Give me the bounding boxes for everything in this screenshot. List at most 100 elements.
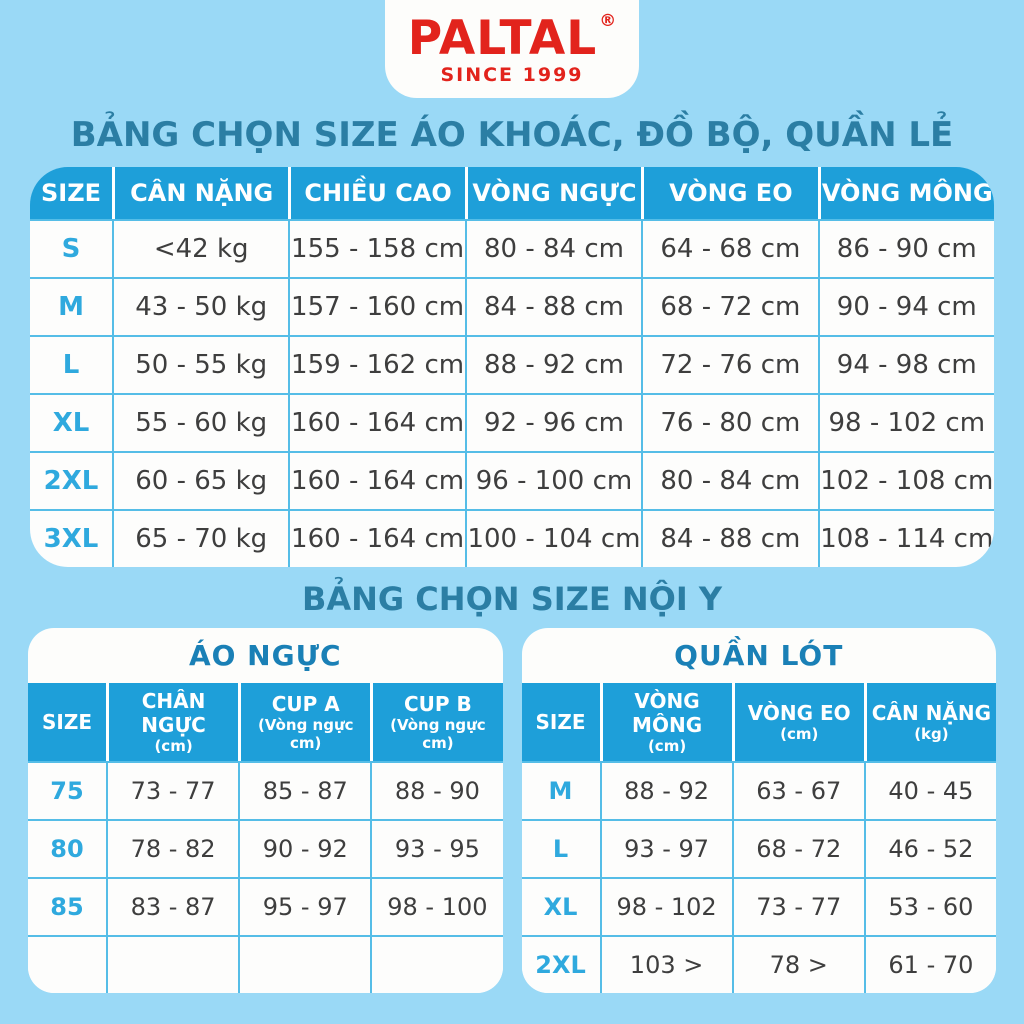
value-cell: 88 - 92 cm — [464, 335, 642, 393]
column-header-unit: (Vòng ngực cm) — [390, 716, 486, 752]
column-header: VÒNG EO (cm) — [731, 683, 864, 761]
panty-size-card: QUẦN LÓT SIZE VÒNG MÔNG (cm) VÒNG EO (cm) CÂN… — [521, 628, 996, 993]
brand-name: PALTAL — [407, 10, 598, 66]
value-cell: 43 - 50 kg — [112, 277, 289, 335]
value-cell: 160 - 164 cm — [288, 509, 465, 567]
table-row: 3XL 65 - 70 kg 160 - 164 cm 100 - 104 cm 84 … — [30, 509, 994, 567]
underwear-section-title: BẢNG CHỌN SIZE NỘI Y — [301, 580, 723, 618]
column-header-label: CHÂN NGỰC — [141, 689, 206, 737]
value-cell: 98 - 102 cm — [817, 393, 994, 451]
column-header: SIZE — [521, 683, 600, 761]
value-cell: 68 - 72 — [731, 819, 864, 877]
brand-tagline: SINCE 1999 — [440, 63, 584, 86]
value-cell: 92 - 96 cm — [464, 393, 642, 451]
table-row: 75 73 - 77 85 - 87 88 - 90 — [28, 761, 503, 819]
column-header-unit: (cm) — [647, 737, 687, 755]
size-cell: 80 — [28, 819, 106, 877]
value-cell: 88 - 92 — [599, 761, 732, 819]
column-header: SIZE — [30, 167, 112, 219]
value-cell: 84 - 88 cm — [641, 509, 818, 567]
size-cell: M — [30, 277, 112, 335]
column-header-unit: (cm) — [780, 725, 819, 743]
table-row: L 93 - 97 68 - 72 46 - 52 — [521, 819, 996, 877]
column-header-unit: (kg) — [914, 725, 949, 743]
value-cell: 78 - 82 — [106, 819, 239, 877]
column-header: VÒNG MÔNG (cm) — [599, 683, 732, 761]
size-cell: 3XL — [30, 509, 112, 567]
header-row: SIZE CÂN NẶNG CHIỀU CAO VÒNG NGỰC VÒNG EO VÒN… — [30, 167, 994, 219]
value-cell: 83 - 87 — [106, 877, 239, 935]
column-header-label: CUP A — [271, 692, 340, 716]
column-header: CHIỀU CAO — [288, 167, 465, 219]
value-cell: 100 - 104 cm — [464, 509, 642, 567]
value-cell: 98 - 102 — [599, 877, 732, 935]
value-cell: 80 - 84 cm — [641, 451, 818, 509]
table-row: XL 98 - 102 73 - 77 53 - 60 — [521, 877, 996, 935]
value-cell: 73 - 77 — [106, 761, 239, 819]
value-cell: 86 - 90 cm — [817, 219, 994, 277]
value-cell: 50 - 55 kg — [112, 335, 289, 393]
value-cell: 98 - 100 — [370, 877, 503, 935]
value-cell: 65 - 70 kg — [112, 509, 289, 567]
value-cell: 96 - 100 cm — [464, 451, 642, 509]
size-cell: 85 — [28, 877, 106, 935]
table-row: L 50 - 55 kg 159 - 162 cm 88 - 92 cm 72 - 76… — [30, 335, 994, 393]
column-header: VÒNG EO — [641, 167, 818, 219]
size-cell: L — [30, 335, 112, 393]
table-row: S <42 kg 155 - 158 cm 80 - 84 cm 64 - 68 cm 8… — [30, 219, 994, 277]
value-cell: 64 - 68 cm — [641, 219, 818, 277]
table-row: M 88 - 92 63 - 67 40 - 45 — [521, 761, 996, 819]
value-cell: 68 - 72 cm — [641, 277, 818, 335]
panty-size-table-grid: SIZE VÒNG MÔNG (cm) VÒNG EO (cm) CÂN NẶNG (kg)… — [521, 683, 996, 993]
registered-mark-icon: ® — [599, 10, 617, 31]
value-cell: 157 - 160 cm — [288, 277, 465, 335]
value-cell: 95 - 97 — [238, 877, 371, 935]
column-header-label: SIZE — [535, 710, 586, 734]
column-header: CUP B (Vòng ngực cm) — [370, 683, 503, 761]
value-cell: 84 - 88 cm — [464, 277, 642, 335]
table-row: 85 83 - 87 95 - 97 98 - 100 — [28, 877, 503, 935]
size-cell: L — [521, 819, 600, 877]
outerwear-size-table-grid: SIZE CÂN NẶNG CHIỀU CAO VÒNG NGỰC VÒNG EO VÒN… — [30, 167, 994, 567]
column-header-label: VÒNG MÔNG — [632, 689, 703, 737]
column-header: CÂN NẶNG — [112, 167, 289, 219]
brand-logo-card: PALTAL ® SINCE 1999 — [385, 0, 639, 98]
value-cell: 73 - 77 — [731, 877, 864, 935]
size-chart-page: PALTAL ® SINCE 1999 BẢNG CHỌN SIZE ÁO KHO… — [28, 0, 996, 993]
value-cell: 76 - 80 cm — [641, 393, 818, 451]
value-cell: 159 - 162 cm — [288, 335, 465, 393]
table-row — [28, 935, 503, 993]
panty-table-title: QUẦN LÓT — [674, 639, 844, 672]
value-cell: 72 - 76 cm — [641, 335, 818, 393]
column-header-label: SIZE — [41, 710, 92, 734]
column-header: CÂN NẶNG (kg) — [863, 683, 996, 761]
value-cell: 63 - 67 — [731, 761, 864, 819]
column-header-unit: (Vòng ngực cm) — [257, 716, 354, 752]
size-cell: 75 — [28, 761, 106, 819]
column-header: CHÂN NGỰC (cm) — [106, 683, 239, 761]
table-row: 2XL 60 - 65 kg 160 - 164 cm 96 - 100 cm 80 -… — [30, 451, 994, 509]
value-cell: 46 - 52 — [863, 819, 996, 877]
value-cell: 40 - 45 — [863, 761, 996, 819]
value-cell: 90 - 94 cm — [817, 277, 994, 335]
column-header: VÒNG NGỰC — [464, 167, 642, 219]
size-cell: S — [30, 219, 112, 277]
underwear-tables-row: ÁO NGỰC SIZE CHÂN NGỰC (cm) CUP A (Vòng ngực… — [28, 628, 996, 993]
header-row: SIZE VÒNG MÔNG (cm) VÒNG EO (cm) CÂN NẶNG (kg) — [521, 683, 996, 761]
table-row: M 43 - 50 kg 157 - 160 cm 84 - 88 cm 68 - 72… — [30, 277, 994, 335]
value-cell — [370, 935, 503, 993]
outerwear-size-table: SIZE CÂN NẶNG CHIỀU CAO VÒNG NGỰC VÒNG EO VÒN… — [30, 167, 994, 567]
value-cell: 88 - 90 — [370, 761, 503, 819]
column-header: SIZE — [28, 683, 106, 761]
bra-size-card: ÁO NGỰC SIZE CHÂN NGỰC (cm) CUP A (Vòng ngực… — [28, 628, 503, 993]
value-cell: 94 - 98 cm — [817, 335, 994, 393]
value-cell: 102 - 108 cm — [817, 451, 994, 509]
brand-row: PALTAL ® — [408, 10, 617, 62]
value-cell: 85 - 87 — [238, 761, 371, 819]
column-header-unit: (cm) — [154, 737, 193, 755]
value-cell: 90 - 92 — [238, 819, 371, 877]
value-cell: 160 - 164 cm — [288, 451, 465, 509]
value-cell: 93 - 97 — [599, 819, 732, 877]
size-cell: 2XL — [521, 935, 600, 993]
value-cell: 160 - 164 cm — [288, 393, 465, 451]
